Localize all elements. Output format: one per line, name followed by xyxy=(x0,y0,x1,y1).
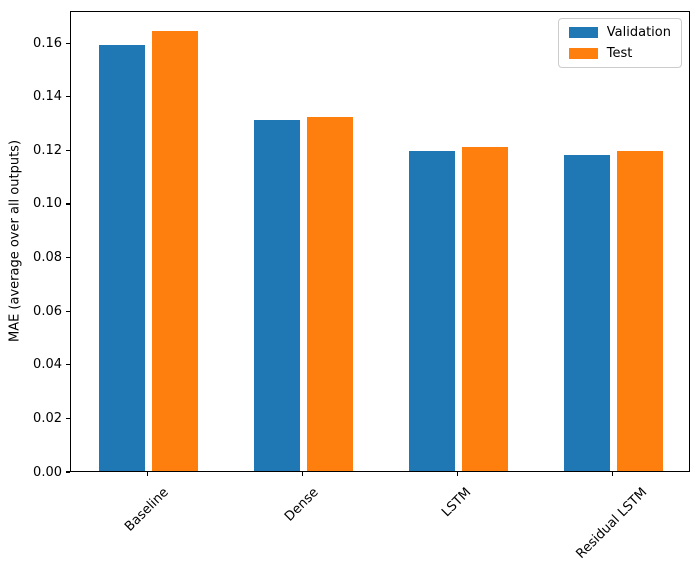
legend-item-test: Test xyxy=(568,46,671,61)
y-tick-mark xyxy=(66,417,70,419)
y-tick-label-0.00: 0.00 xyxy=(33,464,62,480)
x-tick-label-dense: Dense xyxy=(282,485,322,525)
plot-area: Validation Test xyxy=(70,11,690,472)
x-tick-mark xyxy=(611,472,614,476)
y-tick-label-0.08: 0.08 xyxy=(33,250,62,266)
y-tick-label-0.14: 0.14 xyxy=(33,89,62,105)
x-tick-label-residual-lstm: Residual LSTM xyxy=(573,485,651,562)
legend-item-validation: Validation xyxy=(568,25,671,40)
x-tick-label-baseline: Baseline xyxy=(122,485,173,535)
y-tick-mark xyxy=(66,310,70,312)
y-tick-label-0.04: 0.04 xyxy=(33,357,62,373)
bar-validation-baseline xyxy=(98,44,146,471)
bar-validation-dense xyxy=(253,119,301,471)
y-tick-mark xyxy=(66,42,70,44)
legend-label-validation: Validation xyxy=(606,25,671,40)
x-tick-mark xyxy=(301,472,304,476)
bar-test-lstm xyxy=(461,146,509,471)
y-tick-mark xyxy=(66,203,70,205)
legend-swatch-validation xyxy=(568,27,598,38)
bar-test-residual-lstm xyxy=(616,150,664,471)
y-tick-label-0.16: 0.16 xyxy=(33,35,62,51)
bar-test-baseline xyxy=(151,31,199,471)
y-tick-mark xyxy=(66,256,70,259)
x-tick-label-lstm: LSTM xyxy=(439,485,475,521)
y-tick-label-0.02: 0.02 xyxy=(33,410,62,426)
bar-test-dense xyxy=(306,117,354,471)
legend: Validation Test xyxy=(557,18,682,68)
legend-swatch-test xyxy=(568,48,598,59)
y-tick-mark xyxy=(66,149,70,151)
y-tick-mark xyxy=(66,96,70,98)
x-tick-mark xyxy=(456,472,459,476)
y-tick-label-0.10: 0.10 xyxy=(33,196,62,212)
y-tick-mark xyxy=(66,364,70,366)
legend-label-test: Test xyxy=(606,46,633,61)
bar-validation-lstm xyxy=(408,150,456,471)
x-tick-mark xyxy=(146,472,149,476)
y-tick-label-0.06: 0.06 xyxy=(33,303,62,319)
bar-validation-residual-lstm xyxy=(563,154,611,471)
y-tick-label-0.12: 0.12 xyxy=(33,142,62,158)
y-tick-mark xyxy=(66,471,70,473)
